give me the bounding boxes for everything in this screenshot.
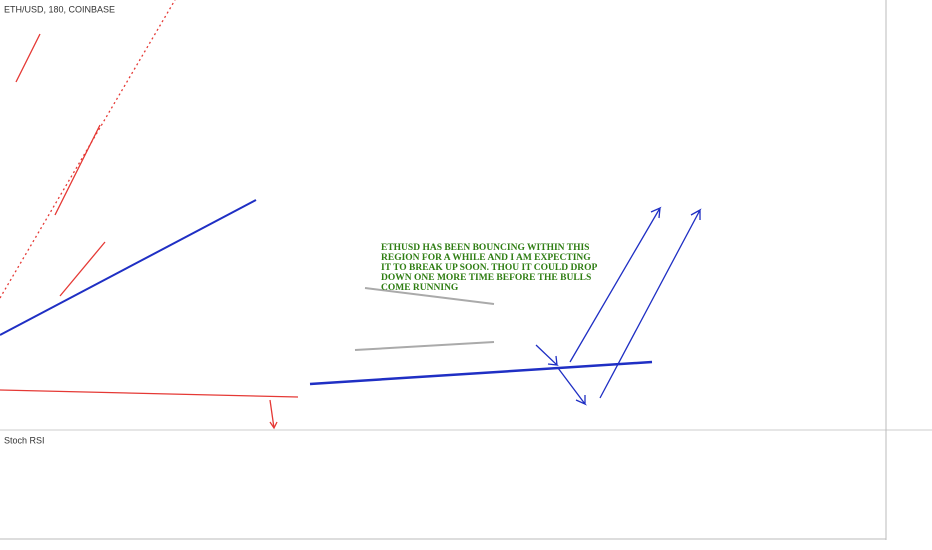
symbol-header[interactable]: ETH/USD, 180, COINBASE <box>4 4 115 14</box>
trend-line <box>309 360 653 386</box>
annotation-line: DOWN ONE MORE TIME BEFORE THE BULLS <box>381 273 591 283</box>
annotation-line: REGION FOR A WHILE AND I AM EXPECTING <box>381 253 591 263</box>
triangle-line <box>364 287 495 305</box>
annotation: ETHUSD HAS BEEN BOUNCING WITHIN THIS REG… <box>381 243 598 293</box>
arrow <box>535 344 559 366</box>
annotation-line: COME RUNNING <box>381 283 459 293</box>
arrow <box>599 208 702 399</box>
arrow <box>569 206 662 363</box>
arrow <box>269 399 278 430</box>
drawings <box>0 0 702 430</box>
annotation-line: IT TO BREAK UP SOON. THOU IT COULD DROP <box>381 263 598 273</box>
trend-line <box>54 124 101 216</box>
trend-line <box>15 33 41 83</box>
trend-line <box>59 241 106 297</box>
arrow <box>557 367 588 406</box>
triangle-line <box>354 341 495 351</box>
annotation-line: ETHUSD HAS BEEN BOUNCING WITHIN THIS <box>381 243 589 253</box>
trend-line <box>0 389 299 398</box>
indicator-title[interactable]: Stoch RSI <box>4 435 45 445</box>
trend-line <box>0 199 257 336</box>
